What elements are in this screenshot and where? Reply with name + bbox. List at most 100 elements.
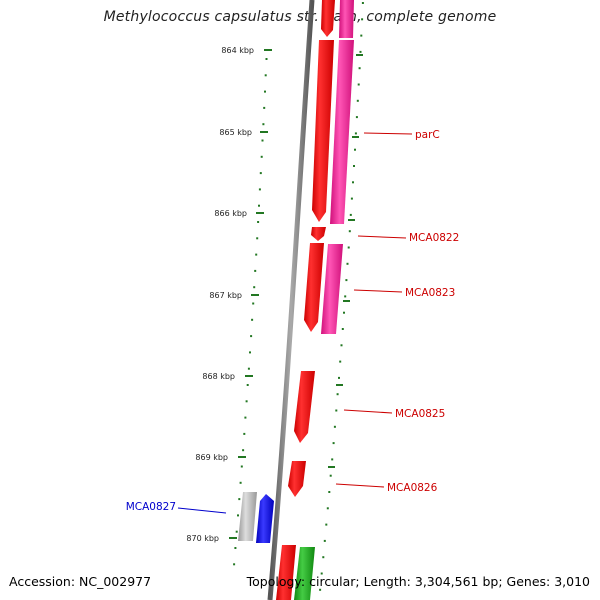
tick-dot bbox=[344, 295, 347, 298]
tick-dot bbox=[346, 262, 349, 265]
tick-dot bbox=[238, 498, 241, 501]
kbp-tick-864: 864 kbp bbox=[221, 46, 272, 55]
kbp-label: 864 kbp bbox=[221, 46, 254, 55]
tick-dot bbox=[258, 204, 260, 207]
tick-dot bbox=[336, 393, 339, 396]
tick-dot bbox=[354, 132, 357, 135]
tick-dot bbox=[329, 474, 332, 477]
tick-dot bbox=[255, 253, 258, 256]
cds-arrow-MCA0823[interactable] bbox=[304, 243, 324, 332]
tick-dot bbox=[325, 523, 328, 526]
gene-label-MCA0825[interactable]: MCA0825 bbox=[395, 408, 445, 420]
gene-label-MCA0827[interactable]: MCA0827 bbox=[126, 501, 176, 513]
tick-dot bbox=[320, 572, 323, 575]
kbp-label: 866 kbp bbox=[214, 209, 247, 218]
tick-dot bbox=[356, 99, 359, 102]
cds-arrow-parC-2[interactable] bbox=[312, 40, 334, 222]
kbp-tick-869: 869 kbp bbox=[195, 453, 246, 462]
tick-dot bbox=[247, 367, 250, 370]
tick-dot bbox=[341, 328, 344, 330]
tick-dot bbox=[265, 58, 268, 60]
kbp-tick-866: 866 kbp bbox=[214, 209, 264, 218]
cds-grey[interactable] bbox=[238, 492, 257, 541]
tick-dot bbox=[350, 197, 353, 200]
tick-dot bbox=[348, 230, 351, 233]
map-title: Methylococcus capsulatus str. Bath, comp… bbox=[103, 9, 497, 25]
gene-label-parC[interactable]: parC bbox=[415, 129, 440, 141]
tick-dot bbox=[257, 221, 260, 223]
kbp-label: 865 kbp bbox=[219, 128, 252, 137]
tick-dot bbox=[264, 74, 267, 77]
tick-dot bbox=[243, 432, 246, 435]
tick-dot bbox=[326, 507, 329, 510]
tick-dot bbox=[343, 311, 345, 314]
tick-dot bbox=[345, 279, 348, 282]
tick-dot bbox=[323, 539, 326, 542]
tick-dot bbox=[357, 83, 360, 86]
tick-dot bbox=[264, 90, 266, 93]
kbp-tick-870: 870 kbp bbox=[186, 534, 237, 543]
cds-arrow-MCA0827[interactable] bbox=[256, 494, 274, 543]
gene-label-MCA0823[interactable]: MCA0823 bbox=[405, 287, 455, 299]
kbp-tick-867: 867 kbp bbox=[209, 291, 259, 300]
tick-dot bbox=[319, 588, 322, 591]
cds-arrow-bottom-green[interactable] bbox=[294, 547, 315, 600]
tick-dot bbox=[359, 50, 362, 53]
kbp-tick-868: 868 kbp bbox=[202, 372, 253, 381]
tick-dot bbox=[254, 269, 257, 272]
tick-dot bbox=[261, 139, 264, 142]
tick-dot bbox=[340, 344, 343, 347]
cds-pink-2[interactable] bbox=[330, 40, 354, 224]
cds-pink-1[interactable] bbox=[339, 0, 354, 38]
tick-dot bbox=[242, 449, 245, 452]
tick-dot bbox=[234, 547, 237, 549]
outer-ticks bbox=[328, 54, 363, 468]
tick-dot bbox=[328, 491, 331, 493]
gene-label-MCA0822[interactable]: MCA0822 bbox=[409, 232, 459, 244]
tick-dot bbox=[333, 425, 336, 428]
kbp-label: 869 kbp bbox=[195, 453, 228, 462]
tick-dot bbox=[250, 335, 253, 338]
tick-dot bbox=[355, 116, 358, 119]
tick-dot bbox=[244, 416, 247, 419]
kbp-label: 867 kbp bbox=[209, 291, 242, 300]
cds-arrow-MCA0826[interactable] bbox=[288, 461, 306, 497]
gene-labels: parC MCA0822 MCA0823 MCA0825 MCA0826 MCA… bbox=[126, 129, 459, 514]
tick-dot bbox=[332, 442, 335, 445]
tick-dot bbox=[339, 360, 342, 363]
tick-dot bbox=[338, 376, 340, 379]
kbp-scale: 864 kbp 865 kbp 866 kbp 867 kbp 868 kbp … bbox=[186, 46, 272, 543]
tick-dot bbox=[361, 2, 364, 4]
cds-arrow-MCA0825[interactable] bbox=[294, 371, 315, 443]
kbp-tick-865: 865 kbp bbox=[219, 128, 268, 137]
gene-label-MCA0826[interactable]: MCA0826 bbox=[387, 482, 438, 494]
tick-dot bbox=[256, 237, 259, 240]
tick-dot bbox=[361, 18, 364, 21]
tick-dot bbox=[252, 302, 255, 305]
tick-dot bbox=[235, 530, 238, 533]
cds-pink-MCA0823[interactable] bbox=[321, 244, 343, 334]
tick-dot bbox=[246, 384, 249, 386]
tick-dot bbox=[322, 556, 325, 559]
tick-dot bbox=[331, 458, 334, 461]
cds-arrow-bottom-red[interactable] bbox=[276, 545, 296, 600]
tick-dot bbox=[239, 481, 242, 484]
tick-dot bbox=[349, 213, 352, 216]
accession-label: Accession: NC_002977 bbox=[9, 574, 152, 589]
tick-dot bbox=[353, 165, 355, 167]
tick-dot bbox=[233, 563, 236, 566]
tick-dot bbox=[335, 409, 338, 412]
tick-dot bbox=[347, 246, 350, 249]
genome-summary: Topology: circular; Length: 3,304,561 bp… bbox=[246, 574, 590, 589]
cds-arrow-parC[interactable] bbox=[321, 0, 335, 37]
tick-dot bbox=[237, 514, 239, 517]
tick-dot bbox=[360, 34, 363, 37]
scale-ticks-right bbox=[319, 2, 364, 591]
kbp-label: 870 kbp bbox=[186, 534, 219, 543]
cds-arrow-MCA0822[interactable] bbox=[311, 227, 326, 241]
reverse-cds-features bbox=[238, 492, 274, 543]
kbp-label: 868 kbp bbox=[202, 372, 235, 381]
tick-dot bbox=[251, 318, 254, 321]
genome-backbone bbox=[267, 0, 315, 600]
